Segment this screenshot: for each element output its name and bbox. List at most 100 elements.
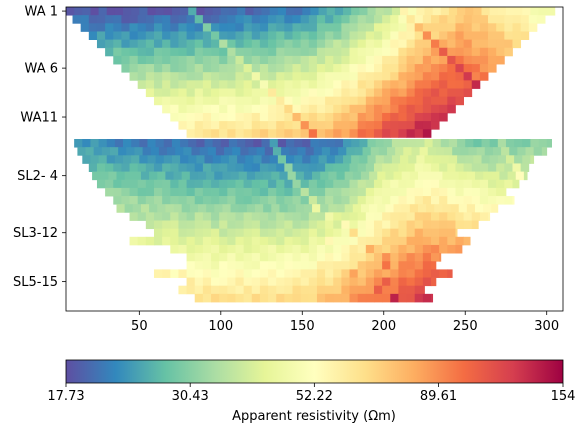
resistivity-cell: [259, 121, 269, 130]
resistivity-cell: [393, 171, 403, 181]
resistivity-cell: [219, 96, 228, 106]
resistivity-cell: [276, 64, 285, 73]
resistivity-cell: [211, 72, 220, 81]
resistivity-cell: [268, 163, 277, 172]
resistivity-cell: [455, 196, 464, 205]
resistivity-cell: [224, 147, 233, 156]
resistivity-cell: [197, 171, 207, 181]
resistivity-cell: [114, 139, 124, 148]
resistivity-cell: [251, 39, 261, 49]
resistivity-cell: [316, 23, 326, 32]
resistivity-cell: [88, 15, 98, 24]
resistivity-cell: [77, 147, 86, 156]
resistivity-cell: [488, 15, 497, 24]
resistivity-cell: [186, 196, 196, 205]
resistivity-cell: [121, 23, 130, 32]
resistivity-cell: [541, 147, 548, 156]
resistivity-cell: [431, 104, 440, 114]
resistivity-cell: [194, 15, 204, 24]
resistivity-cell: [316, 236, 326, 246]
resistivity-cell: [496, 187, 505, 197]
resistivity-cell: [455, 31, 464, 40]
resistivity-cell: [90, 139, 99, 148]
resistivity-cell: [284, 187, 293, 197]
resistivity-cell: [106, 139, 116, 148]
resistivity-cell: [406, 261, 416, 270]
resistivity-cell: [365, 269, 375, 278]
resistivity-cell: [390, 244, 399, 254]
resistivity-cell: [440, 155, 450, 164]
resistivity-cell: [235, 31, 245, 40]
resistivity-cell: [142, 147, 152, 156]
resistivity-cell: [129, 55, 139, 65]
resistivity-cell: [341, 244, 350, 254]
resistivity-cell: [137, 64, 147, 73]
resistivity-cell: [116, 171, 126, 181]
resistivity-cell: [514, 155, 523, 164]
resistivity-cell: [419, 147, 429, 156]
resistivity-cell: [186, 121, 196, 130]
resistivity-cell: [349, 277, 359, 287]
resistivity-cell: [235, 253, 245, 262]
resistivity-cell: [134, 147, 143, 156]
resistivity-cell: [465, 7, 474, 16]
resistivity-cell: [284, 179, 293, 189]
resistivity-cell: [333, 196, 342, 205]
resistivity-cell: [227, 31, 236, 40]
resistivity-cell: [373, 80, 383, 89]
resistivity-cell: [186, 72, 196, 81]
resistivity-cell: [211, 244, 220, 254]
resistivity-cell: [505, 139, 515, 148]
resistivity-cell: [328, 204, 337, 213]
resistivity-cell: [181, 171, 191, 181]
resistivity-cell: [422, 55, 432, 65]
resistivity-cell: [325, 88, 334, 98]
resistivity-cell: [162, 269, 171, 278]
resistivity-cell: [261, 155, 271, 164]
resistivity-cell: [439, 163, 448, 172]
resistivity-cell: [145, 80, 155, 89]
resistivity-cell: [227, 55, 236, 65]
resistivity-cell: [178, 64, 187, 73]
resistivity-cell: [422, 104, 432, 114]
resistivity-cell: [479, 64, 489, 73]
resistivity-cell: [390, 293, 399, 303]
resistivity-cell: [365, 72, 375, 81]
resistivity-cell: [325, 31, 334, 40]
resistivity-cell: [219, 55, 228, 65]
resistivity-cell: [186, 228, 196, 238]
resistivity-cell: [284, 212, 293, 221]
resistivity-cell: [435, 147, 445, 156]
resistivity-cell: [414, 47, 424, 57]
resistivity-cell: [357, 47, 367, 57]
resistivity-cell: [398, 72, 407, 81]
resistivity-cell: [390, 212, 399, 221]
resistivity-cell: [489, 7, 499, 16]
y-tick-label: WA11: [20, 111, 58, 126]
resistivity-cell: [517, 147, 526, 156]
resistivity-cell: [308, 31, 318, 40]
resistivity-cell: [153, 96, 163, 106]
resistivity-cell: [153, 179, 163, 189]
resistivity-cell: [357, 96, 367, 106]
resistivity-cell: [259, 293, 269, 303]
resistivity-cell: [463, 179, 473, 189]
resistivity-cell: [349, 112, 359, 122]
resistivity-cell: [431, 112, 440, 122]
resistivity-cell: [189, 171, 199, 181]
resistivity-cell: [385, 204, 394, 213]
resistivity-cell: [227, 112, 236, 122]
resistivity-cell: [194, 277, 204, 287]
resistivity-cell: [365, 187, 375, 197]
resistivity-cell: [235, 112, 245, 122]
resistivity-cell: [243, 64, 253, 73]
resistivity-cell: [243, 236, 253, 246]
resistivity-cell: [170, 179, 179, 189]
resistivity-cell: [118, 147, 127, 156]
resistivity-cell: [259, 244, 269, 254]
resistivity-cell: [162, 39, 171, 49]
resistivity-cell: [113, 15, 122, 24]
resistivity-cell: [268, 88, 277, 98]
resistivity-cell: [178, 47, 187, 57]
resistivity-cell: [308, 269, 318, 278]
